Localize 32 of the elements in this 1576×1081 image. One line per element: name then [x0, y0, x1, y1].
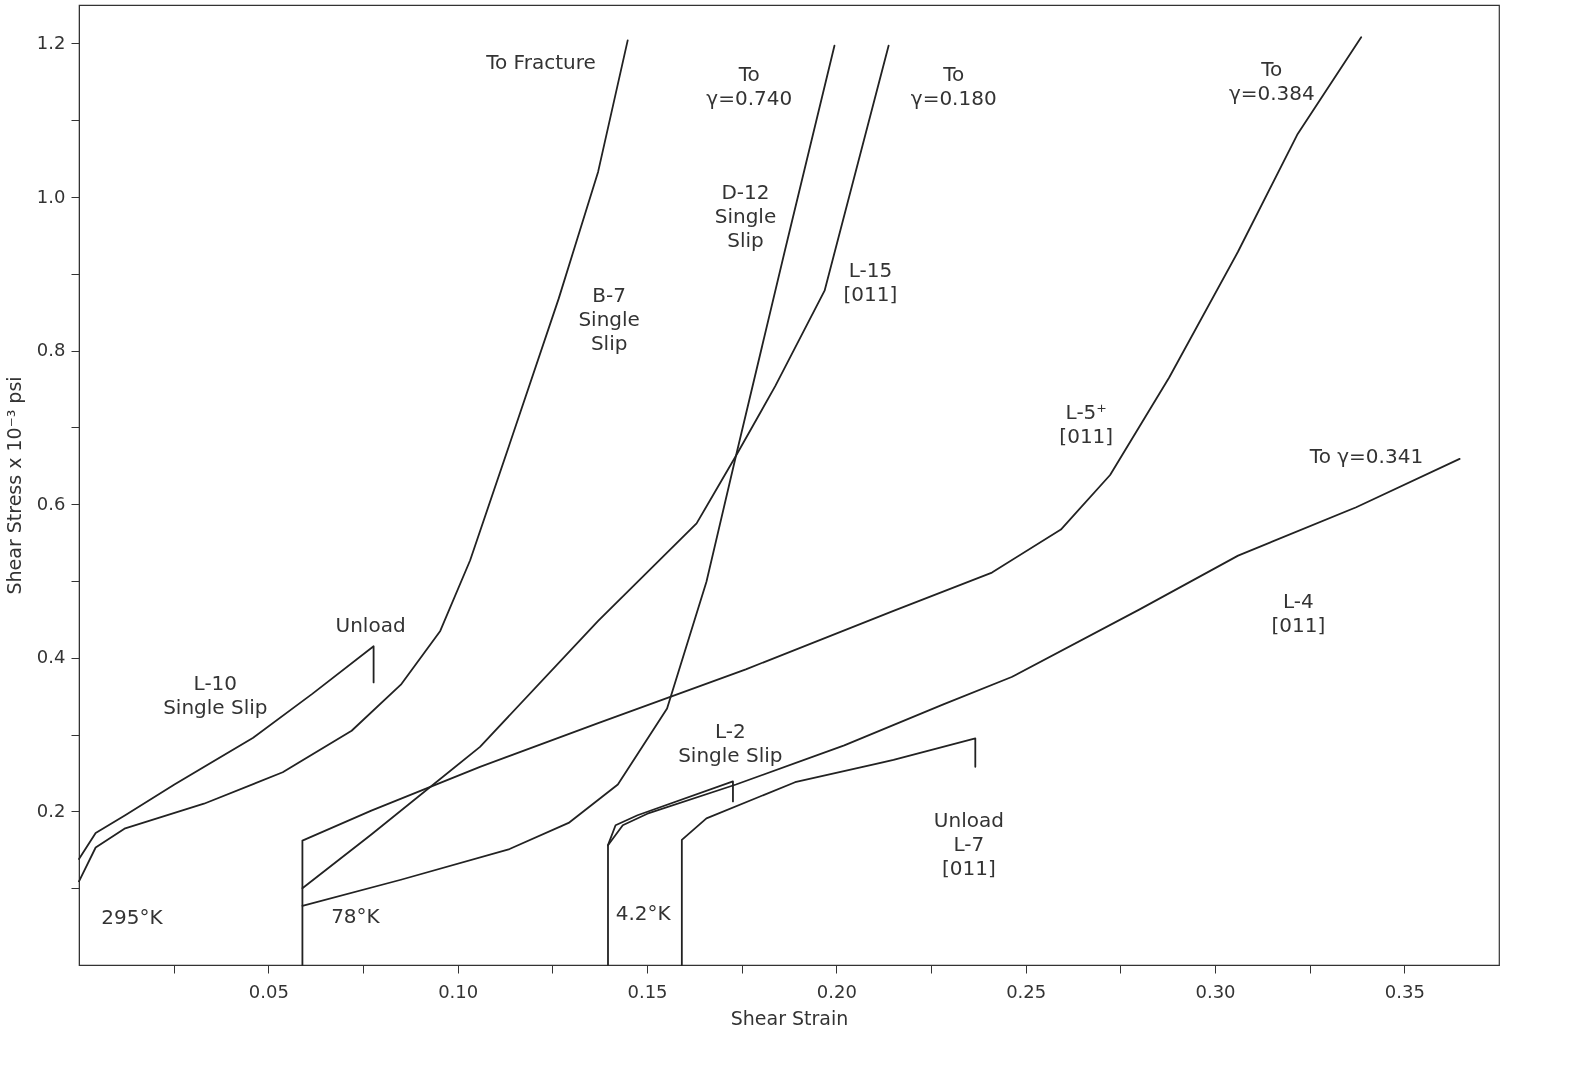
annotation: 4.2°K — [615, 901, 672, 926]
annotation: Unload L-7 [011] — [933, 808, 1004, 881]
y-axis-title: Shear Stress x 10⁻³ psi — [2, 376, 25, 595]
annotation: Unload — [335, 612, 406, 637]
annotation: L-15 [011] — [843, 258, 898, 307]
annotation: L-10 Single Slip — [163, 670, 268, 719]
y-tick-label: 0.8 — [36, 339, 66, 361]
annotation: To Fracture — [485, 49, 596, 74]
y-tick-label: 1.2 — [36, 31, 66, 53]
x-tick-label: 0.20 — [816, 980, 857, 1002]
x-axis-title: Shear Strain — [730, 1006, 849, 1029]
annotation: 295°K — [101, 905, 164, 930]
x-tick-label: 0.15 — [627, 980, 668, 1002]
annotation: B-7 Single Slip — [578, 283, 640, 356]
x-tick-label: 0.10 — [438, 980, 479, 1002]
x-tick-label: 0.30 — [1195, 980, 1236, 1002]
annotation: To γ=0.384 — [1228, 56, 1315, 105]
annotation: L-4 [011] — [1271, 588, 1326, 637]
x-tick-label: 0.35 — [1384, 980, 1425, 1002]
x-tick-label: 0.25 — [1006, 980, 1047, 1002]
annotation: To γ=0.341 — [1308, 443, 1424, 468]
y-tick-label: 1.0 — [36, 185, 66, 207]
y-tick-label: 0.6 — [36, 492, 66, 514]
annotation: D-12 Single Slip — [714, 180, 777, 253]
y-tick-label: 0.4 — [36, 646, 66, 668]
annotation: L-2 Single Slip — [678, 718, 783, 767]
annotation: L-5⁺ [011] — [1059, 399, 1114, 448]
y-tick-label: 0.2 — [36, 799, 66, 821]
x-tick-label: 0.05 — [248, 980, 289, 1002]
annotation: To γ=0.180 — [910, 61, 997, 110]
annotation: 78°K — [331, 903, 381, 928]
annotation: To γ=0.740 — [706, 61, 793, 110]
